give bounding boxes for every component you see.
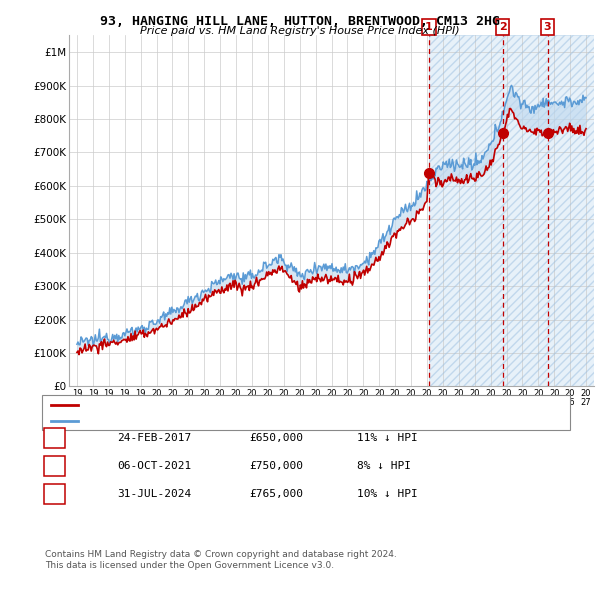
Bar (429, 35, 594, 386)
Text: 31-JUL-2024: 31-JUL-2024 (117, 490, 191, 499)
Text: 2: 2 (499, 22, 506, 32)
Text: 06-OCT-2021: 06-OCT-2021 (117, 461, 191, 471)
Text: This data is licensed under the Open Government Licence v3.0.: This data is licensed under the Open Gov… (45, 560, 334, 569)
Text: £765,000: £765,000 (249, 490, 303, 499)
Bar (429, 35, 594, 386)
Text: 3: 3 (52, 490, 58, 499)
Text: 3: 3 (544, 22, 551, 32)
Text: 24-FEB-2017: 24-FEB-2017 (117, 433, 191, 442)
Text: 93, HANGING HILL LANE, HUTTON, BRENTWOOD, CM13 2HG: 93, HANGING HILL LANE, HUTTON, BRENTWOOD… (100, 15, 500, 28)
Text: 1: 1 (52, 433, 58, 442)
Text: 1: 1 (425, 22, 433, 32)
Text: 2: 2 (52, 461, 59, 471)
Text: Contains HM Land Registry data © Crown copyright and database right 2024.: Contains HM Land Registry data © Crown c… (45, 550, 397, 559)
Text: HPI: Average price, detached house, Brentwood: HPI: Average price, detached house, Bren… (83, 416, 316, 426)
Text: £750,000: £750,000 (249, 461, 303, 471)
Text: Price paid vs. HM Land Registry's House Price Index (HPI): Price paid vs. HM Land Registry's House … (140, 26, 460, 36)
Text: 10% ↓ HPI: 10% ↓ HPI (357, 490, 418, 499)
Text: £650,000: £650,000 (249, 433, 303, 442)
Text: 93, HANGING HILL LANE, HUTTON, BRENTWOOD, CM13 2HG (detached house): 93, HANGING HILL LANE, HUTTON, BRENTWOOD… (83, 400, 467, 410)
Text: 8% ↓ HPI: 8% ↓ HPI (357, 461, 411, 471)
Text: 11% ↓ HPI: 11% ↓ HPI (357, 433, 418, 442)
